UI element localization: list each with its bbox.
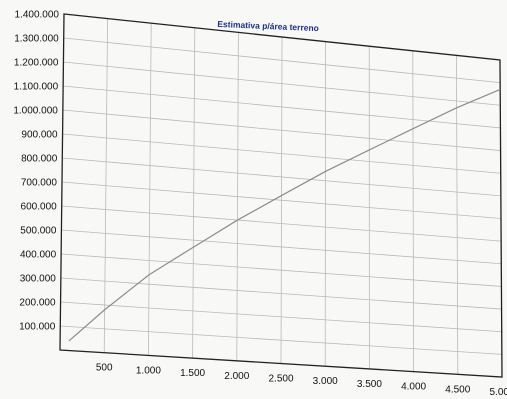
x-tick-label: 1.500 (180, 368, 205, 379)
x-tick-label: 1.000 (136, 365, 161, 376)
plot-frame (59, 13, 503, 378)
y-tick-label: 200.000 (19, 298, 56, 309)
axes (59, 13, 503, 378)
y-gridline (63, 37, 501, 84)
x-tick-label: 5.000 (489, 387, 507, 398)
y-tick-label: 1.400.000 (15, 10, 60, 21)
series-layer (68, 88, 501, 342)
y-tick-label: 1.000.000 (13, 106, 58, 117)
y-gridline (60, 277, 502, 310)
y-gridline (63, 85, 501, 129)
chart-title: Estimativa p/área terreno (217, 19, 319, 33)
y-gridline (62, 157, 501, 197)
y-gridline (61, 181, 502, 219)
y-tick-labels: 100.000 200.000 300.000 400.000 500.000 600.0… (13, 10, 59, 333)
y-gridline (61, 205, 502, 242)
y-tick-label: 100.000 (19, 322, 56, 333)
x-tick-label: 2.500 (268, 374, 293, 385)
y-tick-label: 600.000 (21, 202, 58, 213)
y-tick-label: 1.200.000 (14, 58, 59, 69)
x-tick-label: 3.000 (313, 376, 338, 387)
x-tick-label: 3.500 (357, 379, 382, 390)
x-tick-label: 4.000 (401, 382, 426, 393)
x-tick-label: 2.000 (224, 371, 249, 382)
grid (60, 13, 503, 378)
y-tick-label: 700.000 (21, 178, 58, 189)
y-gridline (61, 229, 502, 265)
y-tick-label: 1.300.000 (14, 34, 59, 45)
y-gridline (60, 301, 502, 333)
y-tick-label: 800.000 (21, 154, 58, 165)
y-gridline (62, 133, 501, 174)
y-tick-label: 400.000 (20, 250, 57, 261)
x-tick-label: 4.500 (445, 384, 470, 395)
y-tick-label: 500.000 (20, 226, 57, 237)
x-tick-label: 500 (96, 363, 113, 374)
y-tick-label: 300.000 (20, 274, 57, 285)
y-tick-label: 1.100.000 (14, 82, 59, 93)
series-line (68, 88, 501, 342)
y-tick-label: 900.000 (21, 130, 58, 141)
y-gridline (62, 109, 501, 151)
y-gridline (63, 61, 501, 106)
y-gridline (61, 253, 502, 287)
x-tick-labels: 500 1.000 1.500 2.000 2.500 3.000 3.500 4.000 4.… (96, 363, 507, 398)
y-gridline (60, 325, 502, 355)
